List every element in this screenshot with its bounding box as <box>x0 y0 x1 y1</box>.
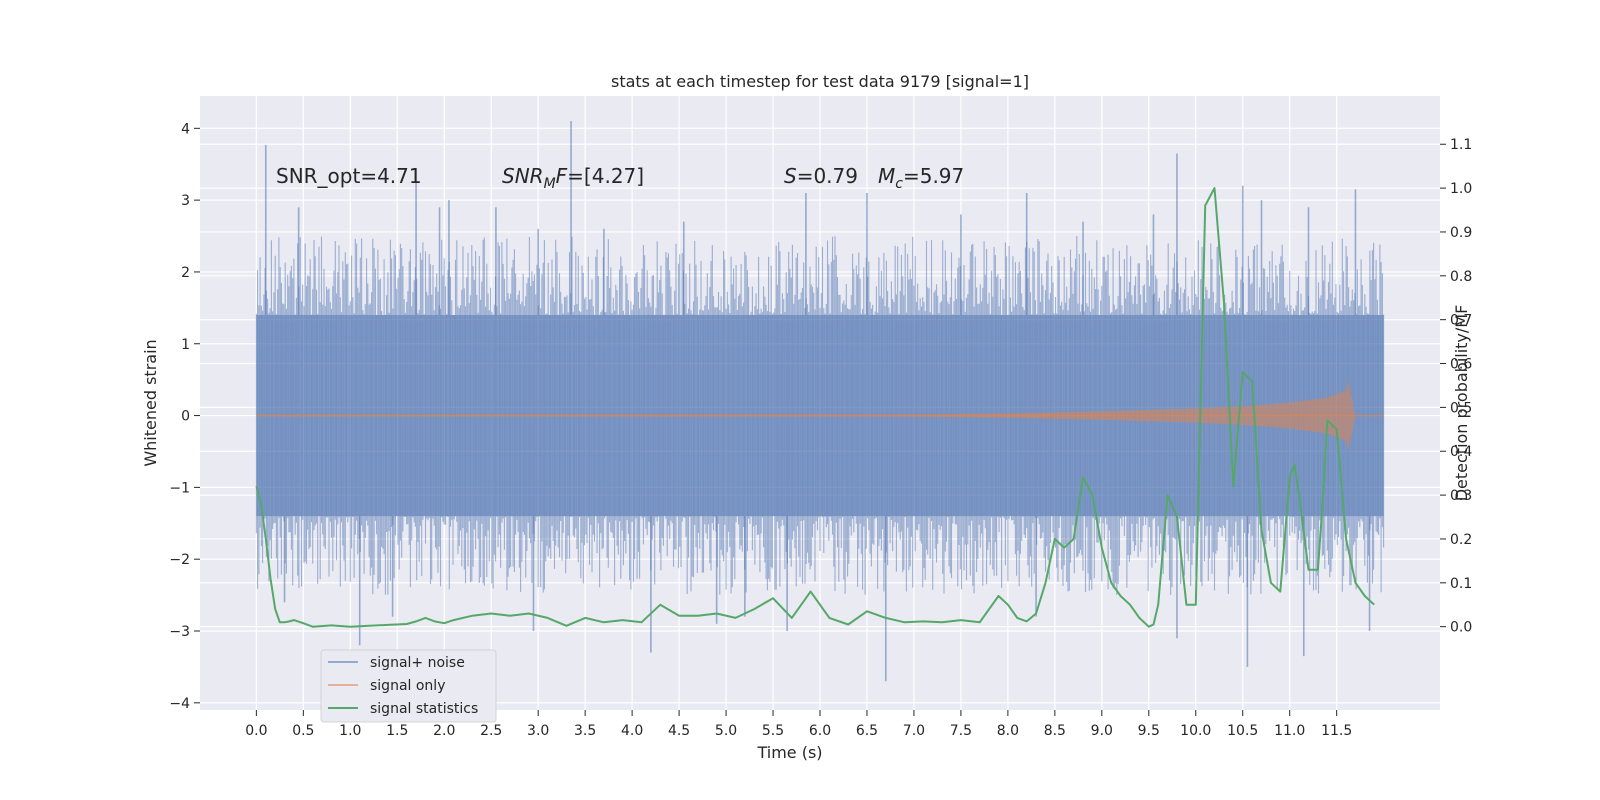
annotation-mc: Mc=5.97 <box>878 164 964 192</box>
annotation-snr-mf-var: SNR <box>502 164 544 188</box>
legend: signal+ noise signal only signal statist… <box>320 649 497 723</box>
x-axis-label: Time (s) <box>756 743 822 762</box>
x-tick-label-17: 8.5 <box>1044 723 1066 739</box>
y2-tick-label-2: 0.2 <box>1450 532 1472 548</box>
annotation-snr-mf-sub: M <box>544 176 556 192</box>
annotation-snr-opt: SNR_opt=4.71 <box>276 164 422 188</box>
x-tick-label-20: 10.0 <box>1180 723 1211 739</box>
y-tick-label-0: −4 <box>169 696 190 712</box>
x-tick-label-2: 1.0 <box>339 723 361 739</box>
annotation-snr-mf: SNRMF=[4.27] <box>502 164 644 192</box>
y2-tick-label-1: 0.1 <box>1450 576 1472 592</box>
legend-label-signal-statistics: signal statistics <box>370 701 478 717</box>
x-tick-label-10: 5.0 <box>715 723 737 739</box>
x-tick-label-8: 4.0 <box>621 723 643 739</box>
y2-tick-label-6: 0.6 <box>1450 357 1472 373</box>
legend-label-signal-only: signal only <box>370 678 445 694</box>
x-tick-label-22: 11.0 <box>1274 723 1305 739</box>
y-tick-label-2: −2 <box>169 552 190 568</box>
y-axis-label: Whitened strain <box>141 339 160 466</box>
x-tick-label-11: 5.5 <box>762 723 784 739</box>
x-tick-label-19: 9.5 <box>1138 723 1160 739</box>
x-tick-label-14: 7.0 <box>903 723 925 739</box>
y2-tick-label-11: 1.1 <box>1450 137 1472 153</box>
y2-tick-label-7: 0.7 <box>1450 313 1472 329</box>
annotation-mc-var: M <box>878 164 895 188</box>
chart-title: stats at each timestep for test data 917… <box>611 72 1029 91</box>
y-axis-left: −4 −3 −2 −1 0 1 2 3 4 <box>169 121 200 712</box>
y2-tick-label-5: 0.5 <box>1450 400 1472 416</box>
x-tick-label-9: 4.5 <box>668 723 690 739</box>
annotation-s-var: S <box>784 164 797 188</box>
x-tick-label-23: 11.5 <box>1321 723 1352 739</box>
y2-tick-label-3: 0.3 <box>1450 488 1472 504</box>
y-tick-label-7: 3 <box>181 193 190 209</box>
y-tick-label-5: 1 <box>181 337 190 353</box>
x-tick-label-3: 1.5 <box>386 723 408 739</box>
y-tick-label-1: −3 <box>169 624 190 640</box>
y-tick-label-8: 4 <box>181 121 190 137</box>
annotation-mc-value: =5.97 <box>903 164 964 188</box>
signal-statistics-line <box>255 187 1375 628</box>
y-tick-label-4: 0 <box>181 409 190 425</box>
x-tick-label-7: 3.5 <box>574 723 596 739</box>
annotation-s-value: =0.79 <box>797 164 858 188</box>
annotation-snr-mf-tail: F <box>556 164 568 188</box>
x-tick-label-0: 0.0 <box>245 723 267 739</box>
annotation-mc-sub: c <box>895 176 903 192</box>
x-tick-label-16: 8.0 <box>997 723 1019 739</box>
x-tick-label-18: 9.0 <box>1091 723 1113 739</box>
legend-box <box>320 649 497 723</box>
x-tick-label-4: 2.0 <box>433 723 455 739</box>
y2-tick-label-9: 0.9 <box>1450 225 1472 241</box>
x-tick-label-13: 6.5 <box>856 723 878 739</box>
y2-tick-label-10: 1.0 <box>1450 181 1472 197</box>
y-tick-label-6: 2 <box>181 265 190 281</box>
y-tick-label-3: −1 <box>169 480 190 496</box>
annotation-snr-mf-value: =[4.27] <box>567 164 644 188</box>
y2-tick-label-4: 0.4 <box>1450 444 1472 460</box>
y-axis-right: 0.0 0.1 0.2 0.3 0.4 0.5 0.6 0.7 0.8 0.9 1.0 1.1 <box>1440 137 1472 636</box>
legend-label-signal-noise: signal+ noise <box>370 655 465 671</box>
annotation-s: S=0.79 <box>784 164 858 188</box>
x-tick-label-15: 7.5 <box>950 723 972 739</box>
x-tick-label-5: 2.5 <box>480 723 502 739</box>
y2-axis-label: Detection probability/MF <box>1452 305 1471 502</box>
x-tick-label-6: 3.0 <box>527 723 549 739</box>
x-tick-label-1: 0.5 <box>292 723 314 739</box>
x-tick-label-21: 10.5 <box>1227 723 1258 739</box>
y2-tick-label-8: 0.8 <box>1450 269 1472 285</box>
y2-tick-label-0: 0.0 <box>1450 620 1472 636</box>
x-tick-label-12: 6.0 <box>809 723 831 739</box>
